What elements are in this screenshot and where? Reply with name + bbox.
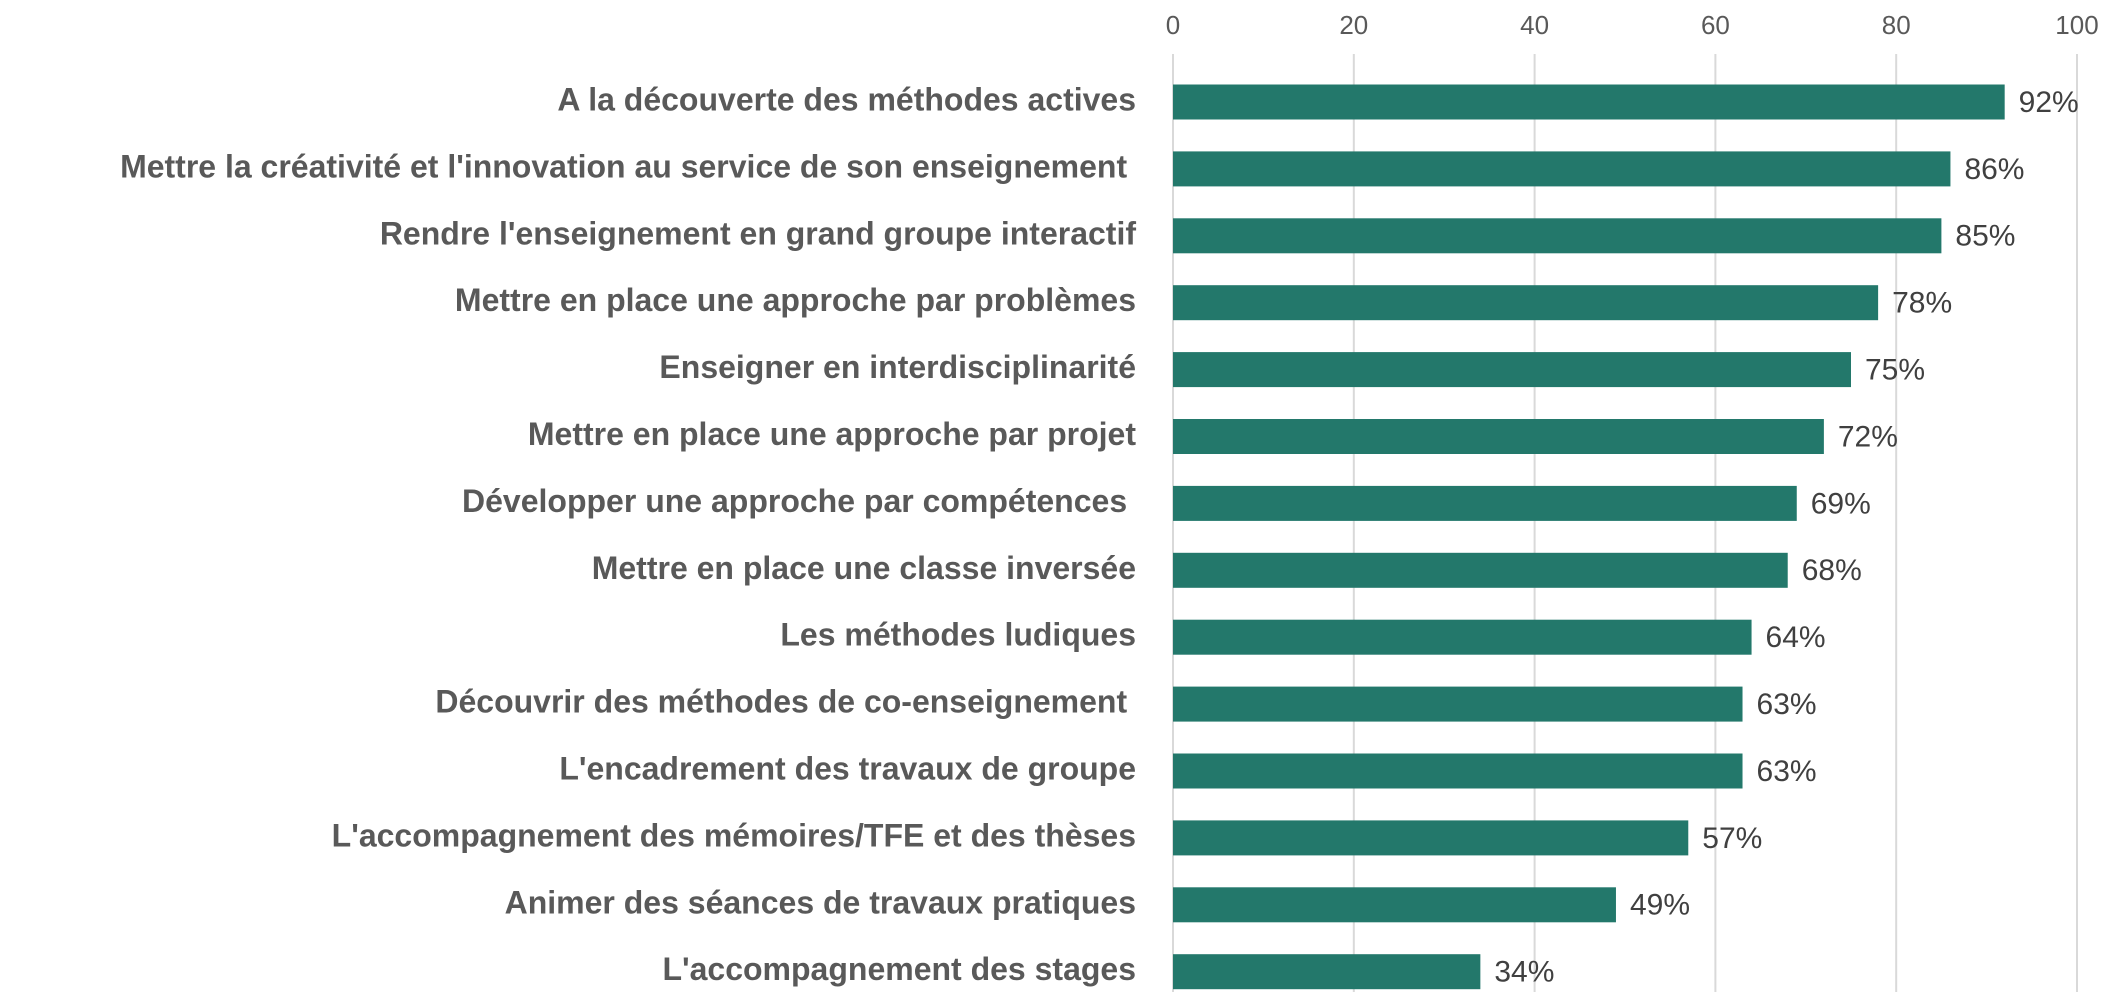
bar [1173, 218, 1942, 254]
bar [1173, 285, 1879, 321]
value-label: 92% [2019, 86, 2079, 119]
category-label: Animer des séances de travaux pratiques [505, 884, 1136, 920]
bar [1173, 352, 1851, 388]
x-tick-label: 80 [1882, 10, 1911, 40]
value-label: 57% [1702, 822, 1762, 855]
value-label: 69% [1811, 487, 1871, 520]
value-label: 68% [1802, 554, 1862, 587]
category-label: L'encadrement des travaux de groupe [559, 750, 1136, 786]
value-label: 34% [1494, 956, 1554, 989]
value-label: 63% [1757, 688, 1817, 721]
bar [1173, 552, 1788, 588]
value-label: 86% [1964, 153, 2024, 186]
bar [1173, 820, 1689, 856]
bar [1173, 485, 1797, 521]
value-label: 63% [1757, 755, 1817, 788]
bar [1173, 151, 1951, 187]
bar [1173, 954, 1481, 990]
value-label: 75% [1865, 354, 1925, 387]
category-label: Développer une approche par compétences [462, 483, 1136, 519]
category-label: Mettre en place une approche par projet [528, 416, 1136, 452]
x-tick-label: 60 [1701, 10, 1730, 40]
bar [1173, 419, 1824, 454]
bar [1173, 84, 2005, 120]
category-label: Les méthodes ludiques [780, 617, 1136, 653]
bar [1173, 686, 1743, 722]
value-label: 49% [1630, 889, 1690, 922]
value-label: 64% [1766, 621, 1826, 654]
value-label: 85% [1955, 220, 2015, 253]
category-label: L'accompagnement des stages [662, 951, 1136, 987]
bar [1173, 887, 1616, 923]
x-tick-label: 100 [2055, 10, 2098, 40]
x-tick-label: 40 [1520, 10, 1549, 40]
x-tick-label: 20 [1339, 10, 1368, 40]
x-tick-label: 0 [1166, 10, 1180, 40]
bar [1173, 753, 1743, 789]
category-label: A la découverte des méthodes actives [557, 81, 1136, 117]
value-label: 72% [1838, 420, 1898, 453]
value-label: 78% [1892, 287, 1952, 320]
category-label: Découvrir des méthodes de co-enseignemen… [435, 684, 1136, 720]
category-label: Enseigner en interdisciplinarité [659, 349, 1136, 385]
category-label: Mettre en place une classe inversée [592, 550, 1136, 586]
bar [1173, 619, 1752, 655]
category-label: Mettre en place une approche par problèm… [455, 282, 1136, 318]
category-label: Rendre l'enseignement en grand groupe in… [380, 215, 1137, 251]
category-label: L'accompagnement des mémoires/TFE et des… [332, 817, 1136, 853]
category-label: Mettre la créativité et l'innovation au … [120, 148, 1136, 184]
